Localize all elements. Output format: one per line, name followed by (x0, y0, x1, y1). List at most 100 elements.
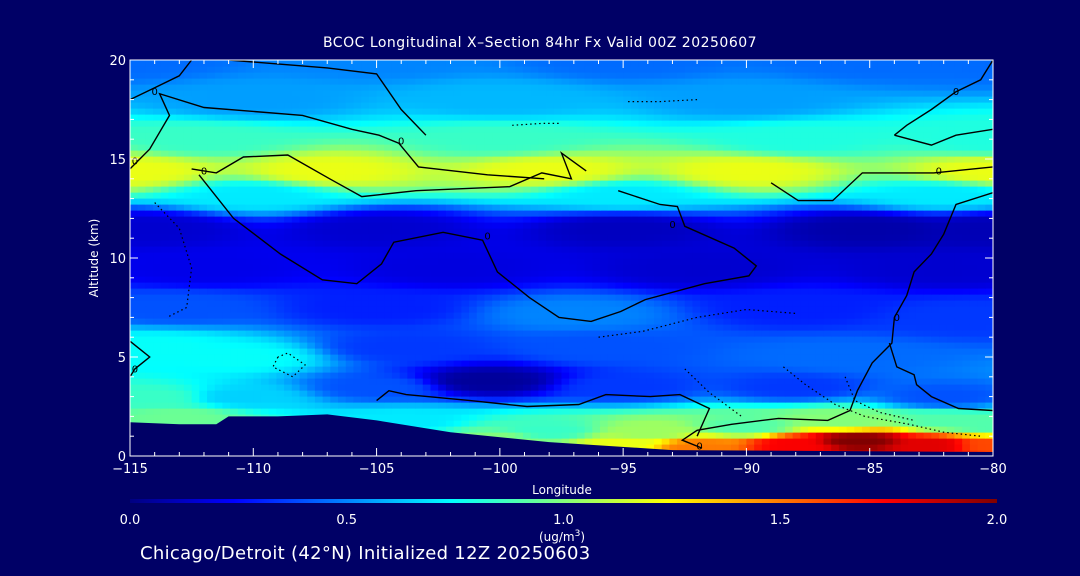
heatmap-cell (245, 210, 254, 217)
heatmap-cell (823, 390, 832, 397)
heatmap-cell (476, 312, 486, 319)
heatmap-cell (723, 372, 732, 379)
heatmap-cell (669, 330, 678, 337)
heatmap-cell (738, 354, 748, 361)
heatmap-cell (962, 426, 971, 433)
heatmap-cell (561, 348, 570, 355)
heatmap-cell (415, 330, 424, 337)
heatmap-cell (399, 336, 408, 343)
heatmap-cell (314, 264, 324, 271)
heatmap-cell (461, 372, 470, 379)
heatmap-cell (199, 294, 208, 301)
heatmap-cell (438, 420, 447, 427)
heatmap-cell (253, 378, 262, 385)
heatmap-cell (754, 420, 763, 427)
heatmap-cell (677, 300, 686, 307)
heatmap-cell (707, 378, 717, 385)
heatmap-cell (715, 426, 724, 433)
heatmap-cell (831, 294, 840, 301)
heatmap-cell (854, 444, 863, 451)
heatmap-cell (738, 264, 748, 271)
heatmap-cell (854, 198, 863, 205)
heatmap-cell (569, 378, 578, 385)
heatmap-cell (230, 306, 239, 313)
heatmap-cell (592, 198, 601, 205)
heatmap-cell (862, 336, 871, 343)
heatmap-cell (646, 312, 655, 319)
heatmap-cell (746, 336, 755, 343)
heatmap-cell (931, 426, 940, 433)
heatmap-cell (977, 414, 986, 421)
heatmap-cell (230, 336, 239, 343)
heatmap-cell (553, 342, 563, 349)
heatmap-cell (237, 402, 247, 409)
heatmap-cell (885, 264, 894, 271)
heatmap-cell (145, 246, 154, 253)
heatmap-cell (877, 204, 886, 211)
heatmap-cell (415, 216, 424, 223)
heatmap-cell (199, 252, 208, 259)
heatmap-cell (407, 210, 416, 217)
heatmap-cell (438, 354, 447, 361)
heatmap-cell (268, 228, 278, 235)
heatmap-cell (361, 324, 370, 331)
heatmap-cell (237, 198, 247, 205)
heatmap-cell (885, 324, 894, 331)
heatmap-cell (561, 198, 570, 205)
heatmap-cell (877, 282, 886, 289)
heatmap-cell (808, 378, 817, 385)
heatmap-cell (430, 372, 439, 379)
heatmap-cell (384, 360, 393, 367)
heatmap-cell (954, 420, 963, 427)
heatmap-cell (900, 390, 909, 397)
heatmap-cell (430, 342, 439, 349)
heatmap-cell (969, 318, 979, 325)
heatmap-cell (391, 246, 401, 253)
heatmap-cell (245, 186, 254, 193)
heatmap-cell (307, 294, 316, 301)
heatmap-cell (838, 300, 848, 307)
heatmap-cell (877, 276, 886, 283)
heatmap-cell (700, 408, 709, 415)
heatmap-cell (808, 384, 817, 391)
heatmap-cell (245, 396, 254, 403)
heatmap-cell (800, 276, 809, 283)
heatmap-cell (792, 408, 801, 415)
heatmap-cell (368, 246, 378, 253)
heatmap-cell (268, 348, 278, 355)
heatmap-cell (723, 432, 732, 439)
heatmap-cell (191, 252, 200, 259)
heatmap-cell (130, 396, 139, 403)
heatmap-cell (600, 246, 609, 253)
heatmap-cell (469, 246, 478, 253)
heatmap-cell (653, 414, 663, 421)
heatmap-cell (237, 246, 247, 253)
heatmap-cell (684, 222, 694, 229)
heatmap-cell (792, 336, 801, 343)
heatmap-cell (322, 312, 331, 319)
heatmap-cell (330, 354, 339, 361)
heatmap-cell (823, 288, 832, 295)
heatmap-cell (546, 414, 555, 421)
heatmap-cell (800, 294, 809, 301)
heatmap-cell (260, 378, 270, 385)
heatmap-cell (646, 204, 655, 211)
heatmap-cell (607, 252, 617, 259)
heatmap-cell (985, 204, 993, 211)
heatmap-cell (784, 336, 794, 343)
heatmap-cell (484, 312, 493, 319)
heatmap-cell (222, 252, 231, 259)
heatmap-cell (777, 192, 786, 199)
heatmap-cell (276, 216, 285, 223)
heatmap-cell (522, 402, 532, 409)
heatmap-cell (630, 390, 640, 397)
heatmap-cell (931, 228, 940, 235)
heatmap-cell (469, 192, 478, 199)
heatmap-cell (661, 438, 670, 445)
heatmap-cell (469, 306, 478, 313)
heatmap-cell (307, 324, 316, 331)
heatmap-cell (492, 264, 501, 271)
heatmap-cell (838, 216, 848, 223)
heatmap-cell (384, 294, 393, 301)
heatmap-cell (492, 336, 501, 343)
